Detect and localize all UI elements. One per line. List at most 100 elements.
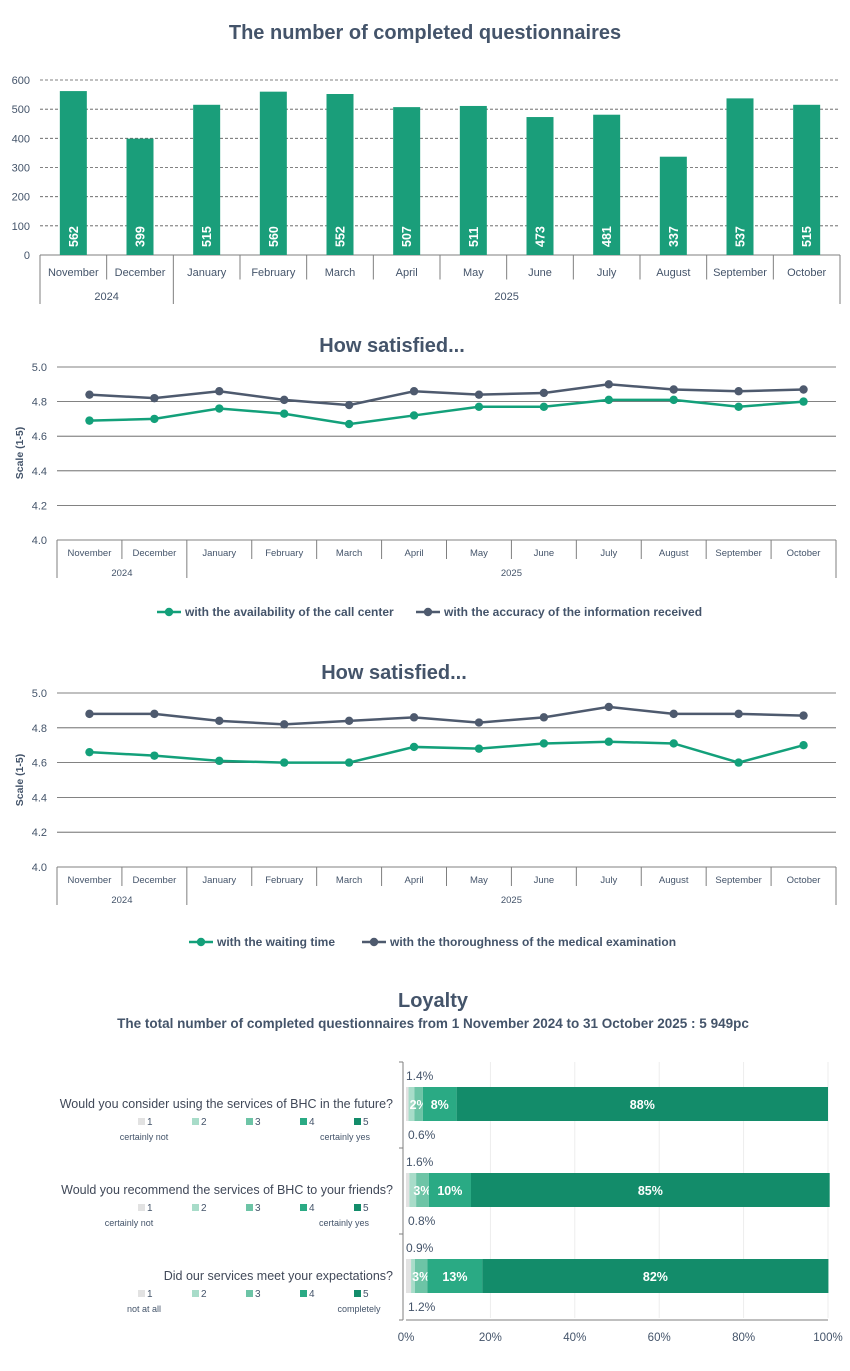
loyalty-segment (409, 1173, 417, 1207)
chart1-bar (126, 138, 154, 255)
c2-y-tick: 4.6 (32, 431, 47, 443)
loyalty-small-label: 0.6% (408, 1128, 436, 1142)
loyalty-legend-low: certainly not (120, 1132, 169, 1142)
loyalty-legend-key: 2 (201, 1117, 207, 1128)
c2-month-label: October (787, 548, 821, 559)
c3-series-point (215, 716, 224, 726)
c3-series-line (89, 705, 804, 726)
c3-series-point (215, 756, 224, 766)
c2-y-tick: 5.0 (32, 362, 47, 374)
loyalty-legend-swatch (354, 1290, 361, 1297)
loyalty-legend-swatch (192, 1204, 199, 1211)
chart3-title: How satisfied... (321, 662, 467, 684)
c3-month-label: March (336, 875, 362, 886)
chart1-bar-value: 399 (134, 226, 148, 247)
chart1-month-label: March (325, 267, 356, 279)
c3-series-point (604, 737, 613, 746)
c3-month-label: November (68, 875, 112, 886)
c2-series-point (539, 388, 549, 398)
c3-month-label: July (600, 875, 617, 886)
c2-year-label: 2025 (501, 568, 522, 579)
loyalty-segment (427, 1259, 483, 1293)
c3-month-label: February (265, 875, 303, 886)
c3-series-point (539, 739, 549, 748)
loyalty-small-label: 1.6% (406, 1155, 434, 1169)
chart1-bar-value: 515 (200, 226, 214, 247)
c2-month-label: February (265, 548, 303, 559)
c3-y-tick: 4.4 (32, 792, 47, 804)
c2-month-label: January (202, 548, 236, 559)
loyalty-legend-key: 1 (147, 1289, 153, 1300)
c2-series-point (344, 400, 354, 410)
loyalty-legend-key: 3 (255, 1289, 261, 1300)
chart1-month-label: October (787, 267, 826, 279)
loyalty-legend-key: 4 (309, 1289, 315, 1300)
c2-y-tick: 4.8 (32, 397, 47, 409)
c2-series-point (409, 411, 419, 420)
chart1-bar (393, 107, 421, 255)
c2-y-tick: 4.0 (32, 535, 47, 547)
chart1-bar-value: 562 (67, 226, 81, 247)
c2-month-label: August (659, 548, 689, 559)
loyalty-question: Would you consider using the services of… (60, 1097, 393, 1111)
c2-series-point (280, 395, 289, 405)
c3-series-point (539, 713, 549, 722)
loyalty-segment-label: 3% (412, 1270, 430, 1284)
c2-series-point (85, 416, 94, 425)
chart1-bar-value: 481 (600, 226, 614, 247)
c2-series-point (215, 387, 224, 396)
c3-legend-marker (369, 937, 379, 947)
loyalty-legend-swatch (138, 1204, 145, 1211)
loyalty-segment-label: 88% (630, 1098, 655, 1112)
loyalty-question: Did our services meet your expectations? (164, 1269, 393, 1283)
chart1-y-tick: 0 (24, 250, 30, 262)
c2-series-point (150, 414, 159, 424)
c2-month-label: June (534, 548, 555, 559)
loyalty-small-label: 0.9% (406, 1241, 434, 1255)
loyalty-legend-key: 3 (255, 1117, 261, 1128)
loyalty-segment (406, 1259, 412, 1293)
c2-series-point (474, 402, 484, 411)
chart1-bar-value: 473 (534, 226, 548, 247)
loyalty-legend-high: completely (337, 1304, 381, 1314)
c3-year-label: 2025 (501, 895, 522, 906)
chart1-bar (593, 114, 621, 255)
loyalty-legend-swatch (246, 1118, 253, 1125)
c3-series-line (89, 740, 804, 764)
c3-y-axis-label: Scale (1-5) (14, 754, 26, 807)
loyalty-legend-swatch (300, 1290, 307, 1297)
loyalty-segment (406, 1173, 410, 1207)
chart1-title: The number of completed questionnaires (229, 22, 621, 44)
loyalty-x-tick: 20% (479, 1332, 502, 1344)
c2-series-point (799, 385, 808, 394)
c2-month-label: November (68, 548, 112, 559)
c3-series-point (150, 751, 159, 760)
c3-month-label: May (470, 875, 488, 886)
loyalty-x-tick: 60% (648, 1332, 671, 1344)
c3-y-tick: 4.0 (32, 862, 47, 874)
chart1-month-label: December (115, 267, 166, 279)
c3-series-point (409, 713, 419, 722)
loyalty-legend-swatch (354, 1204, 361, 1211)
c2-series-point (734, 387, 743, 396)
loyalty-x-tick: 0% (398, 1332, 415, 1344)
loyalty-segment (470, 1173, 830, 1207)
c3-series-point (734, 709, 743, 719)
loyalty-legend-key: 2 (201, 1203, 207, 1214)
loyalty-segment-label: 85% (638, 1184, 663, 1198)
c2-year-label: 2024 (111, 568, 132, 579)
chart1-y-tick: 200 (12, 192, 30, 204)
c3-y-tick: 4.8 (32, 723, 47, 735)
c2-series-point (604, 380, 613, 389)
c3-month-label: December (132, 875, 176, 886)
c3-series-point (799, 741, 808, 750)
loyalty-segment-label: 3% (413, 1184, 431, 1198)
loyalty-legend-swatch (192, 1118, 199, 1125)
loyalty-legend-high: certainly yes (320, 1132, 371, 1142)
c2-series-point (669, 395, 678, 405)
loyalty-legend-low: not at all (127, 1304, 161, 1314)
loyalty-legend-swatch (300, 1118, 307, 1125)
c2-month-label: March (336, 548, 362, 559)
chart1-bar (526, 117, 554, 256)
